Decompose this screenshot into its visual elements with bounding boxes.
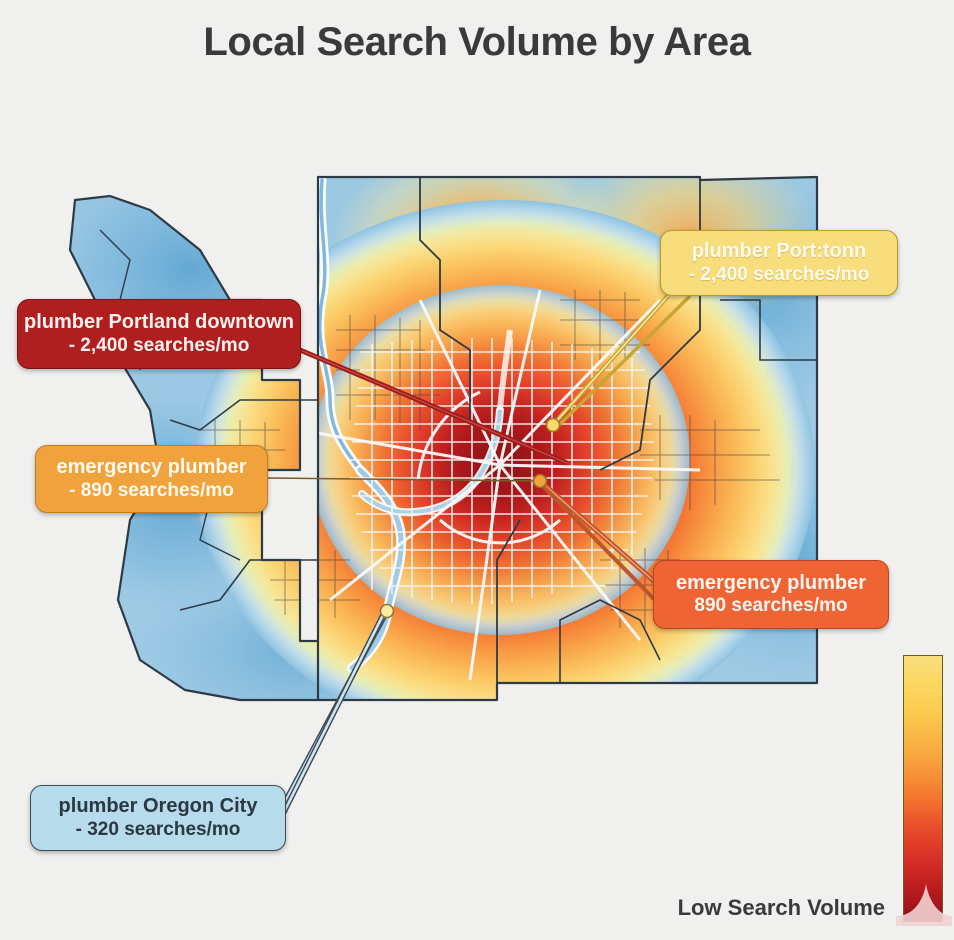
callout-volume: - 320 searches/mo [75,818,241,840]
leader-lines [267,294,692,830]
callout-volume: - 890 searches/mo [69,479,234,501]
callout-keyword: plumber Oregon City [58,795,258,818]
callout-emergency-plumber-right[interactable]: emergency plumber 890 searches/mo [653,560,889,629]
marker-portland-alt[interactable] [545,417,561,433]
colorbar-legend [903,655,943,922]
callout-plumber-portland-alt[interactable]: plumber Port:tonn - 2,400 searches/mo [660,230,898,296]
callout-keyword: plumber Portland downtown [24,311,294,334]
highway-radials [299,289,701,681]
callout-emergency-plumber-left[interactable]: emergency plumber - 890 searches/mo [35,445,268,513]
leader-line-portland-downtown [299,347,568,466]
leader-line-oregon-city [273,609,390,830]
callout-plumber-portland-downtown[interactable]: plumber Portland downtown - 2,400 search… [17,299,301,369]
marker-emergency[interactable] [532,473,548,489]
callout-volume: - 2,400 searches/mo [68,334,250,356]
downtown-street-grid [350,338,654,604]
callout-keyword: plumber Port:tonn [691,240,867,263]
legend-low-label: Low Search Volume [677,895,885,920]
callout-volume: - 2,400 searches/mo [688,263,870,285]
leader-line-emergency-right [538,479,657,602]
leader-line-portland-alt [551,294,692,430]
callout-volume: 890 searches/mo [694,595,848,617]
callout-keyword: emergency plumber [675,571,867,594]
page-title: Local Search Volume by Area [203,20,751,64]
marker-oregon-city[interactable] [379,603,395,619]
leader-line-emergency-left [267,477,541,482]
map-markers[interactable] [379,417,561,619]
callout-keyword: emergency plumber [56,456,247,479]
callout-plumber-oregon-city[interactable]: plumber Oregon City - 320 searches/mo [30,785,286,851]
